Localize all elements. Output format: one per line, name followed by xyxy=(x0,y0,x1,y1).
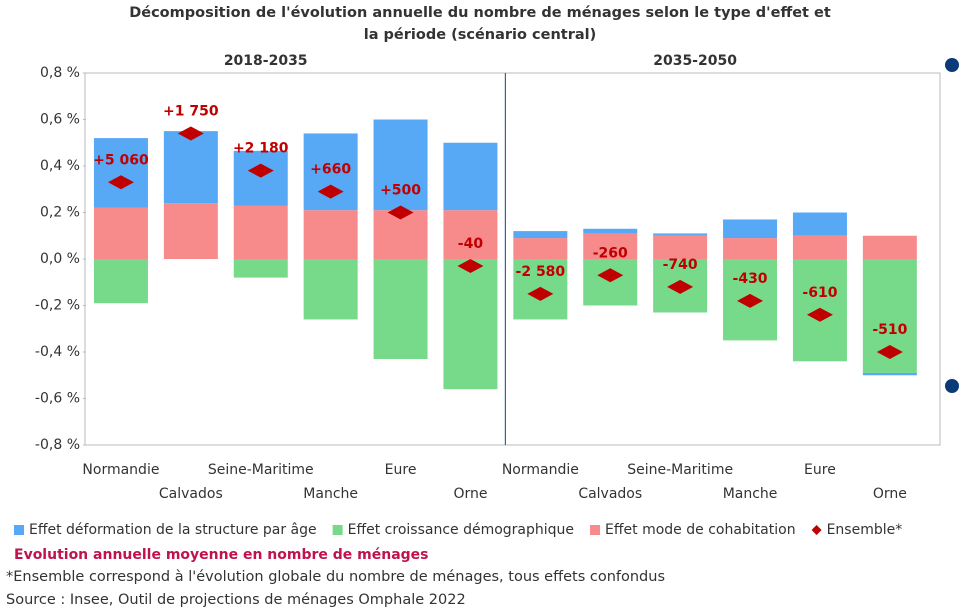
y-tick-label: 0,8 % xyxy=(40,65,80,81)
legend-swatch xyxy=(811,525,822,535)
legend-swatch xyxy=(590,525,601,535)
ensemble-marker xyxy=(527,286,554,301)
bar-segment xyxy=(583,228,638,234)
bar-segment xyxy=(443,142,498,211)
ensemble-marker xyxy=(317,184,344,199)
annotation: -430 xyxy=(733,271,768,287)
annotation: -510 xyxy=(872,322,907,338)
bar-segment xyxy=(653,233,708,236)
bar-segment xyxy=(443,259,498,390)
bar-segment xyxy=(513,231,568,239)
bar-segment xyxy=(792,212,847,236)
bar-segment xyxy=(653,235,708,259)
x-tick-label: Manche xyxy=(723,486,778,502)
bar-segment xyxy=(583,233,638,259)
footnote: *Ensemble correspond à l'évolution globa… xyxy=(6,569,666,585)
bar-segment xyxy=(163,131,218,204)
annotation: +1 750 xyxy=(163,103,219,119)
x-tick-label: Eure xyxy=(385,462,417,478)
y-tick-label: -0,2 % xyxy=(35,298,80,314)
ensemble-marker xyxy=(247,163,274,178)
decor-dot xyxy=(945,58,959,72)
legend-label: Effet déformation de la structure par âg… xyxy=(29,522,317,538)
x-tick-label: Manche xyxy=(303,486,358,502)
y-tick-label: 0,4 % xyxy=(40,158,80,174)
bar-segment xyxy=(93,138,148,208)
period-label: 2018-2035 xyxy=(224,53,308,69)
ensemble-marker xyxy=(387,205,414,220)
bar-segment xyxy=(233,150,288,206)
bar-segment xyxy=(862,372,917,376)
legend-swatch xyxy=(14,525,24,535)
bar-segment xyxy=(93,259,148,304)
x-tick-label: Normandie xyxy=(502,462,579,478)
bar-segment xyxy=(93,207,148,259)
bar-segment xyxy=(233,259,288,278)
legend-swatch xyxy=(332,525,343,535)
bar-segment xyxy=(723,238,778,259)
annotation: +500 xyxy=(380,183,421,199)
ensemble-marker xyxy=(737,293,764,308)
period-label: 2035-2050 xyxy=(653,53,737,69)
x-tick-label: Calvados xyxy=(159,486,223,502)
annotation: -40 xyxy=(458,236,484,252)
ensemble-marker xyxy=(457,258,484,273)
y-tick-label: 0,6 % xyxy=(40,112,80,128)
x-tick-label: Orne xyxy=(453,486,487,502)
bar-segment xyxy=(513,238,568,259)
x-tick-label: Seine-Maritime xyxy=(208,462,314,478)
legend-label: Effet mode de cohabitation xyxy=(605,522,796,538)
annotations-caption: Evolution annuelle moyenne en nombre de … xyxy=(14,547,429,563)
annotation: -610 xyxy=(802,285,837,301)
annotation: +5 060 xyxy=(93,152,149,168)
y-tick-label: -0,4 % xyxy=(35,344,80,360)
x-tick-label: Calvados xyxy=(578,486,642,502)
legend-label: Effet croissance démographique xyxy=(348,522,574,538)
ensemble-marker xyxy=(876,345,903,359)
annotation: -740 xyxy=(663,257,698,273)
bar-segment xyxy=(373,119,428,211)
bar-segment xyxy=(862,235,917,259)
bar-segment xyxy=(303,259,358,320)
ensemble-marker xyxy=(107,175,134,190)
y-tick-label: 0,0 % xyxy=(40,251,80,267)
annotation: +660 xyxy=(310,162,351,178)
bar-segment xyxy=(443,210,498,259)
ensemble-marker xyxy=(177,126,204,141)
legend-label: Ensemble* xyxy=(827,522,903,538)
y-tick-label: 0,2 % xyxy=(40,205,80,221)
x-tick-label: Eure xyxy=(804,462,836,478)
bar-segment xyxy=(792,235,847,259)
bar-segment xyxy=(303,210,358,259)
ensemble-marker xyxy=(597,268,624,283)
bar-segment xyxy=(723,219,778,239)
chart-title: Décomposition de l'évolution annuelle du… xyxy=(129,5,831,43)
ensemble-marker xyxy=(667,279,694,294)
annotation: -260 xyxy=(593,245,628,261)
y-tick-label: -0,6 % xyxy=(35,391,80,407)
x-tick-label: Orne xyxy=(873,486,907,502)
ensemble-marker xyxy=(806,307,833,322)
source: Source : Insee, Outil de projections de … xyxy=(6,592,466,608)
x-tick-label: Seine-Maritime xyxy=(627,462,733,478)
y-tick-label: -0,8 % xyxy=(35,437,80,453)
bar-segment xyxy=(373,259,428,359)
bar-segment xyxy=(233,205,288,259)
annotation: +2 180 xyxy=(233,141,289,157)
x-tick-label: Normandie xyxy=(82,462,159,478)
annotation: -2 580 xyxy=(516,264,566,280)
decor-dot xyxy=(945,379,959,393)
bar-segment xyxy=(163,203,218,259)
